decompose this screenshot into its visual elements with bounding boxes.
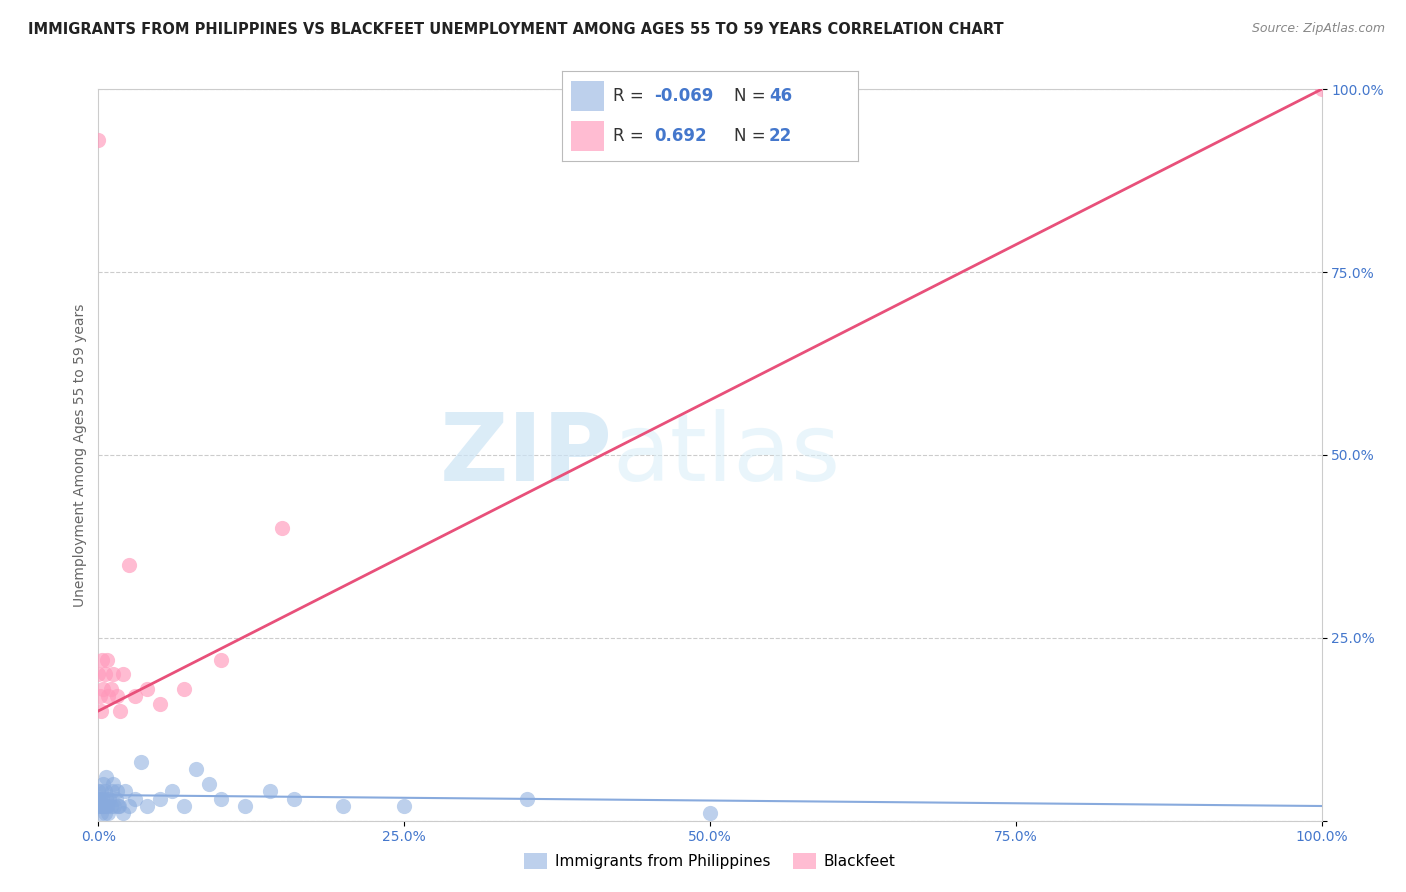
Point — [101, 777, 124, 791]
Point — [87, 667, 110, 681]
Point — [89, 799, 111, 814]
Point — [186, 763, 208, 777]
Point — [104, 791, 127, 805]
Point — [270, 521, 294, 535]
Point — [98, 791, 121, 805]
Point — [101, 784, 124, 798]
Point — [87, 133, 110, 147]
Point — [90, 704, 112, 718]
Point — [111, 667, 134, 681]
Point — [91, 681, 114, 696]
Text: IMMIGRANTS FROM PHILIPPINES VS BLACKFEET UNEMPLOYMENT AMONG AGES 55 TO 59 YEARS : IMMIGRANTS FROM PHILIPPINES VS BLACKFEET… — [28, 22, 1004, 37]
Point — [97, 690, 120, 704]
Point — [91, 799, 114, 814]
Point — [136, 799, 159, 814]
Point — [94, 770, 117, 784]
Point — [124, 690, 146, 704]
Point — [209, 791, 232, 805]
Point — [209, 653, 232, 667]
Text: R =: R = — [613, 127, 648, 145]
Legend: Immigrants from Philippines, Blackfeet: Immigrants from Philippines, Blackfeet — [519, 847, 901, 875]
Point — [118, 558, 141, 572]
Point — [129, 755, 152, 769]
Point — [124, 791, 146, 805]
Point — [89, 791, 111, 805]
Point — [259, 784, 281, 798]
Point — [93, 799, 115, 814]
Point — [1310, 82, 1333, 96]
Point — [105, 690, 128, 704]
Point — [108, 799, 131, 814]
Text: -0.069: -0.069 — [654, 87, 713, 105]
Point — [233, 799, 256, 814]
Text: N =: N = — [734, 127, 770, 145]
Point — [392, 799, 416, 814]
Point — [97, 806, 120, 821]
Point — [103, 799, 125, 814]
Point — [96, 799, 118, 814]
Text: 0.692: 0.692 — [654, 127, 707, 145]
Point — [101, 667, 124, 681]
Point — [515, 791, 537, 805]
Text: 46: 46 — [769, 87, 792, 105]
Bar — [571, 121, 603, 151]
Point — [105, 784, 128, 798]
Point — [93, 784, 115, 798]
Point — [149, 697, 172, 711]
Text: Source: ZipAtlas.com: Source: ZipAtlas.com — [1251, 22, 1385, 36]
Point — [90, 784, 112, 798]
Point — [89, 690, 111, 704]
Point — [91, 791, 114, 805]
Point — [118, 799, 141, 814]
Bar — [571, 81, 603, 111]
Point — [107, 799, 129, 814]
Point — [114, 784, 136, 798]
Point — [160, 784, 183, 798]
Point — [100, 799, 122, 814]
Point — [136, 681, 159, 696]
Point — [96, 653, 118, 667]
Point — [111, 806, 134, 821]
Point — [87, 784, 110, 798]
Point — [332, 799, 354, 814]
Point — [90, 806, 112, 821]
Point — [149, 791, 172, 805]
Text: ZIP: ZIP — [439, 409, 612, 501]
Point — [87, 799, 110, 814]
Point — [100, 681, 122, 696]
Text: 22: 22 — [769, 127, 793, 145]
Text: N =: N = — [734, 87, 770, 105]
Point — [93, 806, 115, 821]
Point — [699, 806, 721, 821]
Point — [91, 653, 114, 667]
Text: R =: R = — [613, 87, 648, 105]
Point — [173, 681, 195, 696]
Point — [94, 791, 117, 805]
Point — [91, 777, 114, 791]
Y-axis label: Unemployment Among Ages 55 to 59 years: Unemployment Among Ages 55 to 59 years — [73, 303, 87, 607]
Point — [173, 799, 195, 814]
Point — [93, 667, 115, 681]
Point — [283, 791, 305, 805]
Point — [87, 791, 110, 805]
Point — [91, 799, 114, 814]
Point — [197, 777, 219, 791]
Text: atlas: atlas — [612, 409, 841, 501]
Point — [110, 704, 132, 718]
